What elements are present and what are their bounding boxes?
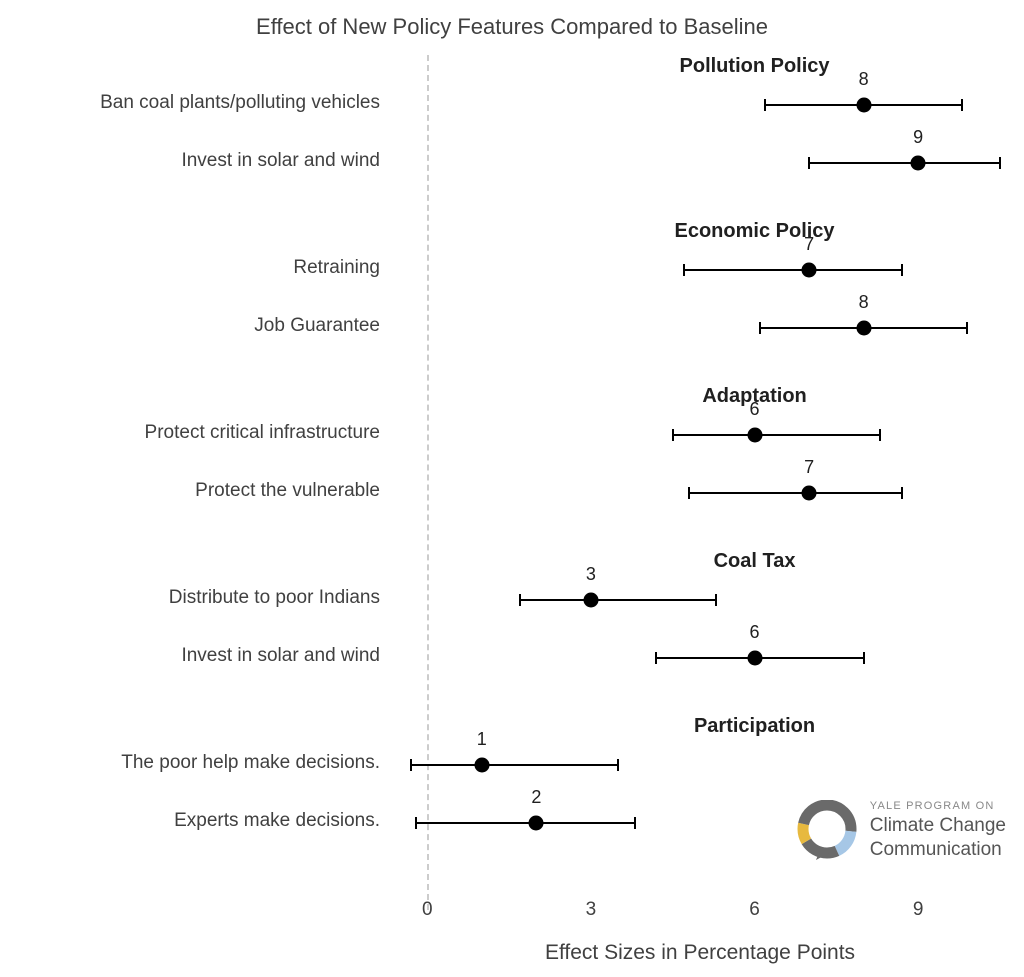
error-cap-high bbox=[966, 322, 968, 334]
error-cap-high bbox=[863, 652, 865, 664]
row-label: Protect critical infrastructure bbox=[0, 422, 380, 444]
logo-line1: YALE PROGRAM ON bbox=[870, 800, 1006, 814]
data-point bbox=[802, 486, 817, 501]
data-row: Invest in solar and wind9 bbox=[400, 153, 1000, 173]
row-label: The poor help make decisions. bbox=[0, 752, 380, 774]
row-label: Experts make decisions. bbox=[0, 810, 380, 832]
row-label: Distribute to poor Indians bbox=[0, 587, 380, 609]
logo-line3: Communication bbox=[870, 838, 1006, 862]
error-bar bbox=[689, 492, 902, 494]
chart-container: Effect of New Policy Features Compared t… bbox=[0, 0, 1024, 977]
data-point bbox=[856, 321, 871, 336]
data-row: Retraining7 bbox=[400, 260, 1000, 280]
error-cap-low bbox=[672, 429, 674, 441]
logo-ring-icon bbox=[796, 800, 858, 862]
data-point bbox=[747, 428, 762, 443]
error-cap-low bbox=[655, 652, 657, 664]
data-row: The poor help make decisions.1 bbox=[400, 755, 1000, 775]
error-cap-low bbox=[759, 322, 761, 334]
row-label: Retraining bbox=[0, 257, 380, 279]
value-label: 8 bbox=[859, 69, 869, 90]
error-cap-high bbox=[961, 99, 963, 111]
row-label: Protect the vulnerable bbox=[0, 480, 380, 502]
error-cap-low bbox=[410, 759, 412, 771]
group-title: Participation bbox=[625, 715, 885, 738]
error-bar bbox=[809, 162, 1000, 164]
x-tick-label: 9 bbox=[913, 899, 924, 921]
data-row: Ban coal plants/polluting vehicles8 bbox=[400, 95, 1000, 115]
value-label: 9 bbox=[913, 127, 923, 148]
value-label: 7 bbox=[804, 234, 814, 255]
error-cap-high bbox=[879, 429, 881, 441]
error-cap-high bbox=[617, 759, 619, 771]
plot-area: Pollution Policy Ban coal plants/pollutin… bbox=[400, 55, 1000, 910]
yale-logo: YALE PROGRAM ON Climate Change Communica… bbox=[796, 800, 1006, 862]
error-cap-high bbox=[999, 157, 1001, 169]
value-label: 6 bbox=[750, 399, 760, 420]
data-point bbox=[802, 263, 817, 278]
value-label: 6 bbox=[750, 622, 760, 643]
group-title: Economic Policy bbox=[625, 220, 885, 243]
error-cap-low bbox=[519, 594, 521, 606]
x-tick-label: 0 bbox=[422, 899, 433, 921]
x-axis: 0 3 6 9 bbox=[400, 897, 1000, 927]
chart-title: Effect of New Policy Features Compared t… bbox=[0, 14, 1024, 40]
row-label: Invest in solar and wind bbox=[0, 645, 380, 667]
group-title: Pollution Policy bbox=[625, 55, 885, 78]
value-label: 8 bbox=[859, 292, 869, 313]
data-point bbox=[747, 651, 762, 666]
error-cap-low bbox=[808, 157, 810, 169]
error-cap-low bbox=[764, 99, 766, 111]
group-title: Coal Tax bbox=[625, 550, 885, 573]
x-tick-label: 6 bbox=[749, 899, 760, 921]
data-row: Job Guarantee8 bbox=[400, 318, 1000, 338]
error-cap-high bbox=[634, 817, 636, 829]
row-label: Ban coal plants/polluting vehicles bbox=[0, 92, 380, 114]
data-row: Protect critical infrastructure6 bbox=[400, 425, 1000, 445]
row-label: Invest in solar and wind bbox=[0, 150, 380, 172]
data-point bbox=[529, 816, 544, 831]
error-bar bbox=[684, 269, 902, 271]
data-point bbox=[474, 758, 489, 773]
data-row: Distribute to poor Indians3 bbox=[400, 590, 1000, 610]
error-cap-high bbox=[715, 594, 717, 606]
x-axis-title: Effect Sizes in Percentage Points bbox=[400, 941, 1000, 965]
error-cap-low bbox=[688, 487, 690, 499]
logo-text: YALE PROGRAM ON Climate Change Communica… bbox=[870, 800, 1006, 861]
error-cap-high bbox=[901, 487, 903, 499]
logo-line2: Climate Change bbox=[870, 814, 1006, 838]
data-point bbox=[856, 98, 871, 113]
error-bar bbox=[673, 434, 880, 436]
error-bar bbox=[520, 599, 716, 601]
data-row: Protect the vulnerable7 bbox=[400, 483, 1000, 503]
error-bar bbox=[411, 764, 618, 766]
value-label: 3 bbox=[586, 564, 596, 585]
error-cap-high bbox=[901, 264, 903, 276]
value-label: 2 bbox=[531, 787, 541, 808]
data-point bbox=[911, 156, 926, 171]
error-cap-low bbox=[415, 817, 417, 829]
row-label: Job Guarantee bbox=[0, 315, 380, 337]
value-label: 1 bbox=[477, 729, 487, 750]
error-cap-low bbox=[683, 264, 685, 276]
value-label: 7 bbox=[804, 457, 814, 478]
data-row: Invest in solar and wind6 bbox=[400, 648, 1000, 668]
data-point bbox=[583, 593, 598, 608]
error-bar bbox=[416, 822, 634, 824]
x-tick-label: 3 bbox=[586, 899, 597, 921]
